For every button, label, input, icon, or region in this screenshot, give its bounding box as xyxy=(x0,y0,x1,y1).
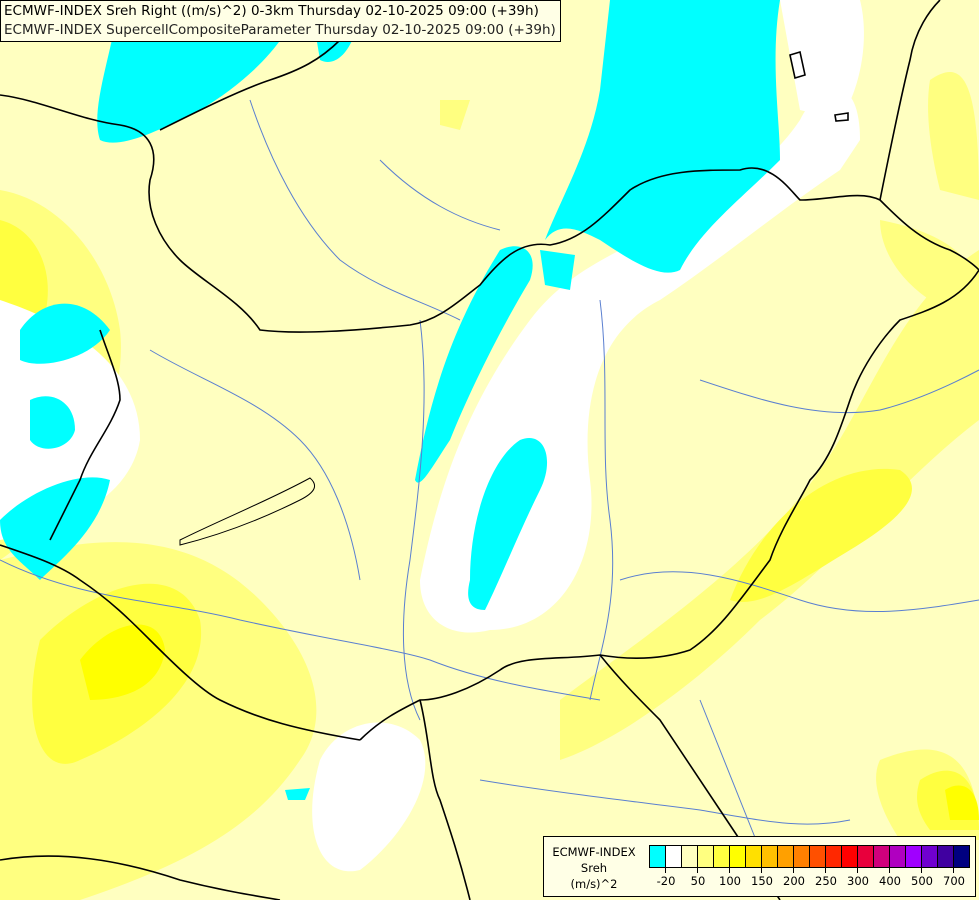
legend-swatches xyxy=(649,845,970,868)
legend-tick xyxy=(697,868,698,873)
legend-tick xyxy=(825,868,826,873)
legend-swatch xyxy=(874,846,890,867)
legend-label: 500 xyxy=(911,874,933,888)
legend-label: 250 xyxy=(815,874,837,888)
legend-tick xyxy=(857,868,858,873)
legend-tick xyxy=(953,868,954,873)
legend-label: -20 xyxy=(656,874,676,888)
legend-swatch xyxy=(842,846,858,867)
legend-unit: (m/s)^2 xyxy=(570,877,618,891)
legend-swatch xyxy=(810,846,826,867)
legend-tick xyxy=(793,868,794,873)
legend-swatch xyxy=(922,846,938,867)
legend-tick xyxy=(921,868,922,873)
legend-swatch xyxy=(682,846,698,867)
legend-swatch xyxy=(954,846,969,867)
legend-swatch xyxy=(938,846,954,867)
legend-tick xyxy=(729,868,730,873)
rivers xyxy=(0,99,979,851)
lake xyxy=(179,477,316,546)
map-title: ECMWF-INDEX Sreh Right ((m/s)^2) 0-3km T… xyxy=(0,0,561,42)
legend-label: 150 xyxy=(751,874,773,888)
legend-swatch xyxy=(698,846,714,867)
legend-swatch xyxy=(730,846,746,867)
title-line-scp: ECMWF-INDEX SupercellCompositeParameter … xyxy=(4,22,556,38)
legend-label: 50 xyxy=(690,874,706,888)
legend-tick xyxy=(665,868,666,873)
legend-swatch xyxy=(890,846,906,867)
legend-swatch xyxy=(714,846,730,867)
legend-swatch xyxy=(826,846,842,867)
legend-swatch xyxy=(650,846,666,867)
legend-swatch xyxy=(746,846,762,867)
legend-tick xyxy=(889,868,890,873)
legend-swatch xyxy=(762,846,778,867)
legend-variable: Sreh xyxy=(580,861,608,875)
legend-swatch xyxy=(858,846,874,867)
title-line-sreh: ECMWF-INDEX Sreh Right ((m/s)^2) 0-3km T… xyxy=(4,3,539,19)
legend-swatch xyxy=(794,846,810,867)
color-legend: ECMWF-INDEX Sreh (m/s)^2 -20 50 100 150 200 2… xyxy=(543,836,976,897)
legend-tick xyxy=(761,868,762,873)
legend-title: ECMWF-INDEX xyxy=(552,845,636,859)
legend-label: 100 xyxy=(719,874,741,888)
legend-label: 300 xyxy=(847,874,869,888)
legend-label: 700 xyxy=(943,874,965,888)
legend-label: 200 xyxy=(783,874,805,888)
legend-label: 400 xyxy=(879,874,901,888)
legend-swatch xyxy=(778,846,794,867)
legend-swatch xyxy=(906,846,922,867)
shading-strong xyxy=(80,624,979,820)
legend-swatch xyxy=(666,846,682,867)
